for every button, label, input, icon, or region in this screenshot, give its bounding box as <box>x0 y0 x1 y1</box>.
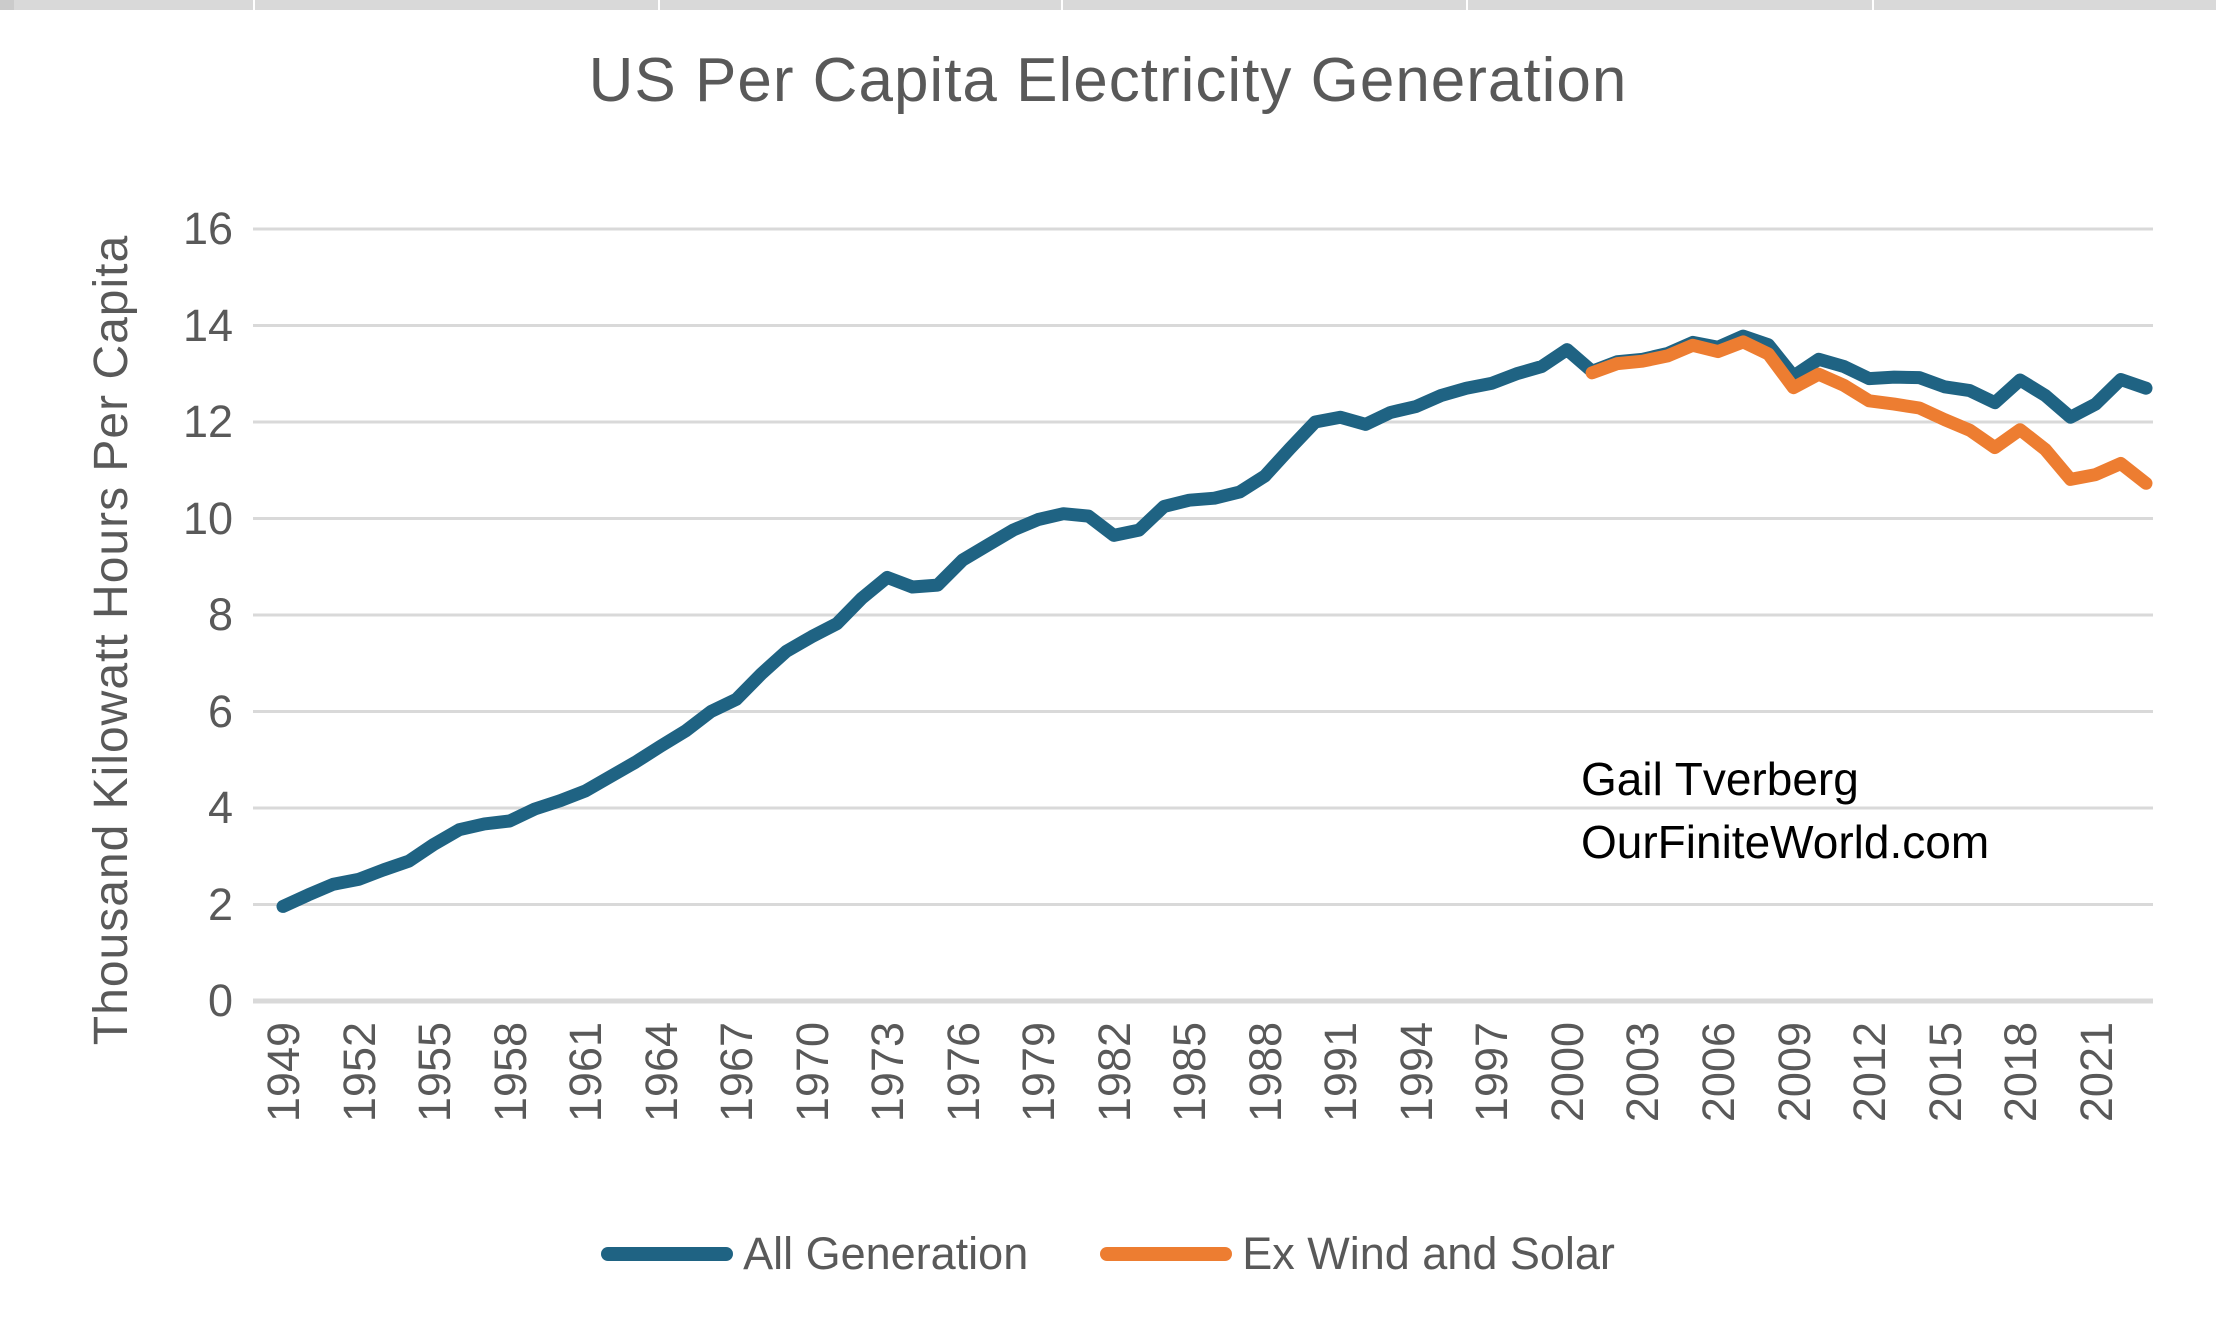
y-tick-label: 6 <box>207 685 233 737</box>
x-tick-label: 2009 <box>1768 1022 1820 1123</box>
x-tick-label: 1949 <box>258 1022 309 1123</box>
x-tick-label: 1955 <box>409 1022 461 1123</box>
x-tick-label: 1979 <box>1013 1022 1065 1123</box>
x-tick-label: 1961 <box>560 1022 612 1123</box>
x-tick-label: 2018 <box>1995 1022 2047 1123</box>
legend-swatch-ex-wind-and-solar-line <box>1100 1247 1233 1261</box>
legend-label: Ex Wind and Solar <box>1242 1228 1615 1279</box>
x-tick-label: 2003 <box>1617 1022 1669 1123</box>
x-tick-label: 2012 <box>1844 1022 1896 1123</box>
y-tick-label: 14 <box>182 299 233 351</box>
y-axis-title: Thousand Kilowatt Hours Per Capita <box>85 234 138 1046</box>
legend-label: All Generation <box>743 1228 1029 1279</box>
y-tick-label: 10 <box>182 492 233 544</box>
legend-item-ex-wind-and-solar: Ex Wind and Solar <box>1100 1226 1615 1282</box>
series-line-ex-wind-and-solar <box>1585 335 2153 490</box>
legend-item-all-generation: All Generation <box>601 1226 1028 1282</box>
y-tick-label: 4 <box>207 782 233 833</box>
x-tick-label: 2006 <box>1693 1022 1744 1123</box>
x-tick-label: 1988 <box>1239 1022 1291 1123</box>
x-tick-label: 1952 <box>333 1022 385 1123</box>
top-strip-divider <box>1872 0 1874 10</box>
x-tick-label: 2015 <box>1919 1022 1971 1123</box>
x-tick-label: 1997 <box>1466 1022 1518 1123</box>
x-tick-label: 2021 <box>2070 1022 2122 1123</box>
top-strip-divider <box>1061 0 1063 10</box>
annotation-site: OurFiniteWorld.com <box>1581 816 1990 868</box>
y-tick-label: 2 <box>207 878 233 930</box>
x-tick-label: 1985 <box>1164 1022 1216 1123</box>
chart-title: US Per Capita Electricity Generation <box>588 46 1628 115</box>
top-strip-divider <box>1466 0 1468 10</box>
series-line-all-generation <box>276 329 2153 913</box>
x-tick-label: 1970 <box>786 1022 838 1123</box>
top-strip-divider <box>658 0 660 10</box>
x-tick-label: 1994 <box>1390 1022 1442 1123</box>
window-top-strip <box>0 0 2216 10</box>
legend: All Generation Ex Wind and Solar <box>0 1226 2216 1282</box>
x-tick-label: 1976 <box>937 1022 989 1123</box>
y-tick-label: 16 <box>182 203 233 254</box>
x-tick-label: 1991 <box>1315 1022 1367 1123</box>
y-tick-label: 0 <box>207 975 233 1026</box>
top-strip-segment <box>0 0 14 10</box>
x-tick-label: 1973 <box>862 1022 914 1123</box>
x-tick-label: 1967 <box>711 1022 763 1123</box>
y-tick-label: 8 <box>207 589 233 640</box>
top-strip-divider <box>253 0 255 10</box>
y-tick-label: 12 <box>182 396 233 447</box>
x-tick-label: 1982 <box>1088 1022 1140 1123</box>
annotation-author: Gail Tverberg <box>1581 753 1859 805</box>
legend-swatch-all-generation-line <box>601 1247 734 1261</box>
x-tick-label: 1964 <box>635 1022 687 1123</box>
x-tick-label: 2000 <box>1541 1022 1593 1123</box>
x-tick-label: 1958 <box>484 1022 536 1123</box>
annotation: Gail Tverberg OurFiniteWorld.com <box>1581 748 1989 874</box>
